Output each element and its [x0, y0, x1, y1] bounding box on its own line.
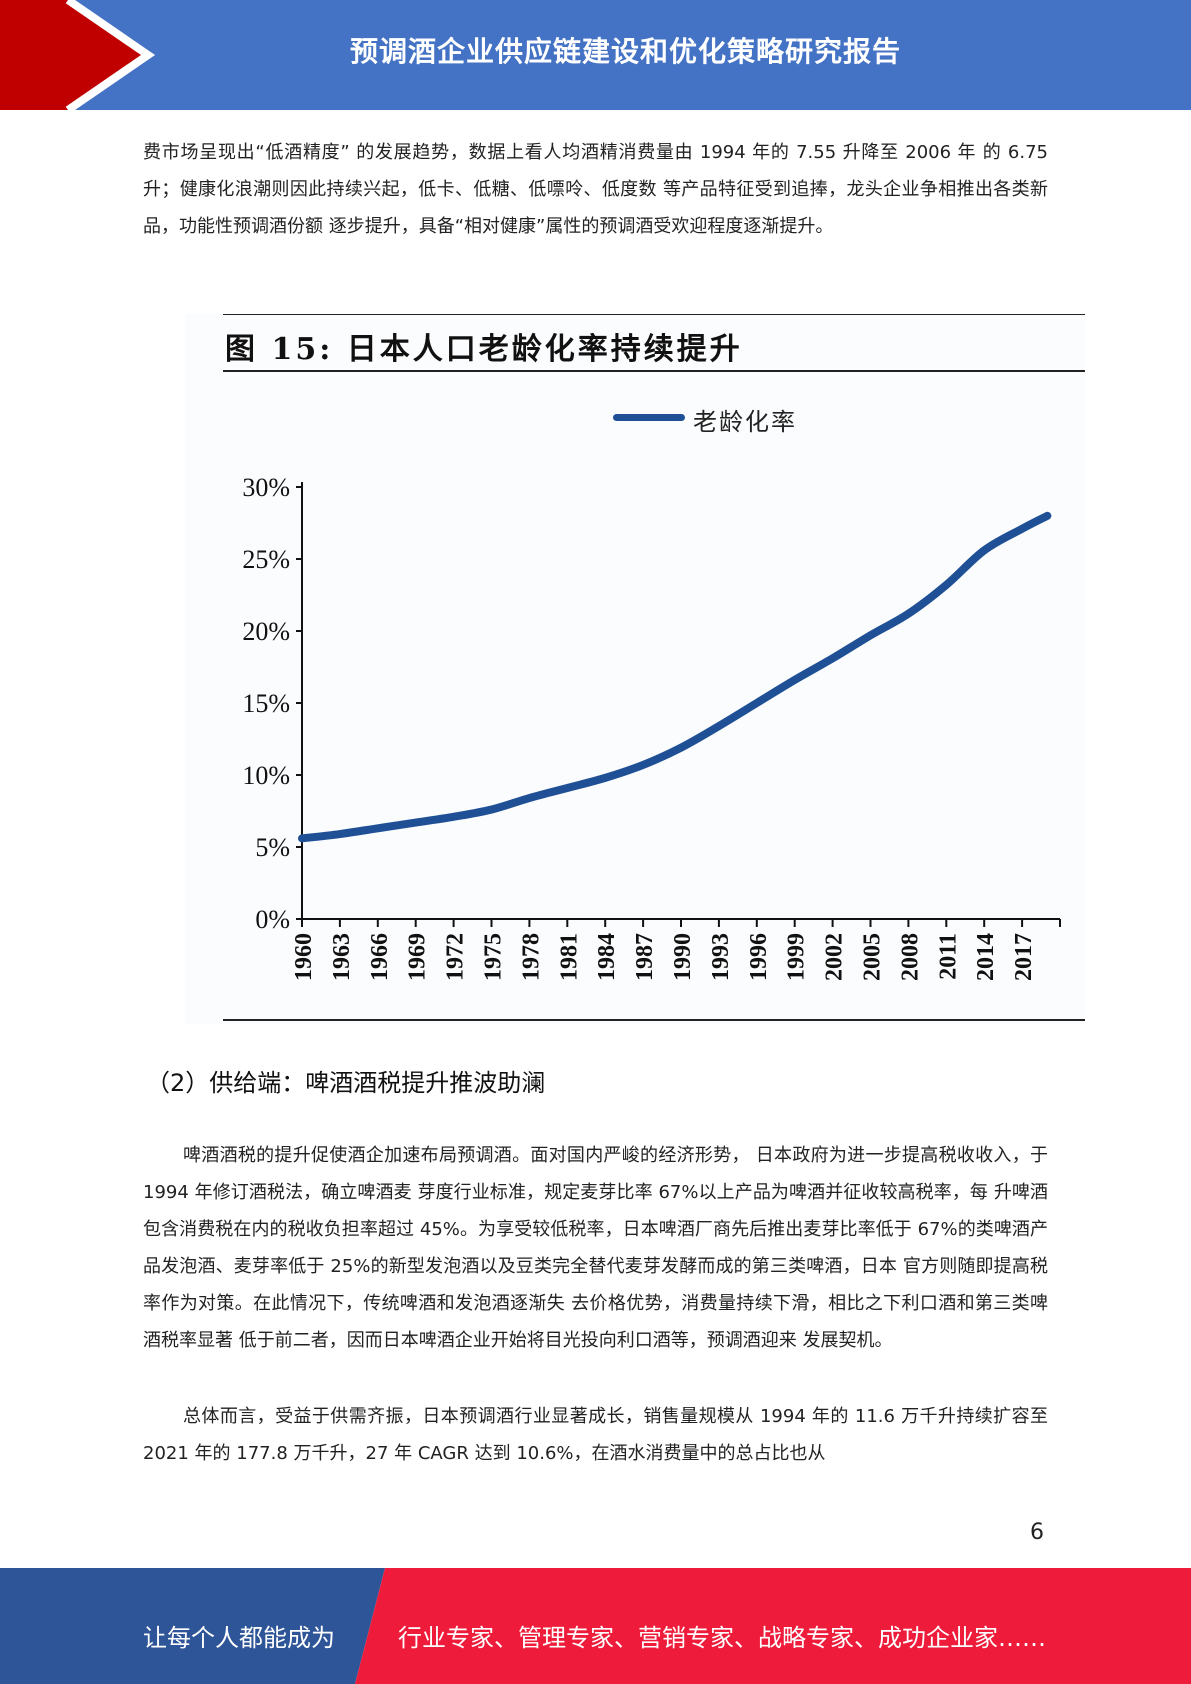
figure-title-rule — [223, 370, 1085, 372]
x-tick-label: 1990 — [670, 933, 696, 981]
x-tick-label: 2008 — [897, 933, 923, 981]
x-tick-label: 1960 — [291, 933, 317, 981]
page-footer: 让每个人都能成为 行业专家、管理专家、营销专家、战略专家、成功企业家…… — [0, 1568, 1191, 1684]
x-tick-label: 1987 — [632, 933, 658, 981]
x-tick-label: 1966 — [367, 933, 393, 981]
summary-paragraph: 总体而言，受益于供需齐振，日本预调酒行业显著成长，销售量规模从 1994 年的 … — [143, 1406, 1048, 1464]
x-tick-label: 1972 — [443, 933, 469, 981]
footer-slogan-left: 让每个人都能成为 — [143, 1624, 335, 1652]
aging-rate-chart: 0% 5% 10% 15% 20% 25% 30% 1960 1963 1966 1969 1972 1… — [242, 473, 1061, 981]
legend-swatch — [613, 414, 685, 421]
y-tick-label: 25% — [242, 545, 290, 574]
x-tick-label: 1978 — [518, 933, 544, 981]
x-tick-label: 1996 — [746, 933, 772, 981]
intro-paragraph: 费市场呈现出“低酒精度” 的发展趋势，数据上看人均酒精消费量由 1994 年的 … — [143, 142, 1048, 237]
figure-top-rule — [223, 314, 1085, 315]
section-heading-supply: （2）供给端：啤酒酒税提升推波助澜 — [146, 1069, 546, 1097]
x-tick-label: 2005 — [860, 933, 886, 981]
x-tick-label: 2011 — [935, 933, 961, 980]
footer-slogan-right: 行业专家、管理专家、营销专家、战略专家、成功企业家…… — [398, 1624, 1046, 1652]
x-tick-label: 1975 — [481, 933, 507, 981]
x-tick-label: 1993 — [708, 933, 734, 981]
header-background — [0, 0, 1191, 110]
x-tick-label: 1981 — [556, 933, 582, 981]
x-tick-label: 1999 — [784, 933, 810, 981]
y-tick-label: 0% — [255, 905, 290, 934]
y-tick-label: 20% — [242, 617, 290, 646]
footer-background — [0, 1568, 1191, 1684]
x-tick-label: 2002 — [822, 933, 848, 981]
page-header: 预调酒企业供应链建设和优化策略研究报告 — [0, 0, 1191, 110]
header-arrow-decoration — [0, 0, 156, 110]
y-tick-label: 5% — [255, 833, 290, 862]
x-tick-label: 1984 — [594, 933, 620, 981]
document-title: 预调酒企业供应链建设和优化策略研究报告 — [349, 35, 901, 68]
beer-tax-paragraph: 啤酒酒税的提升促使酒企加速布局预调酒。面对国内严峻的经济形势， 日本政府为进一步… — [143, 1145, 1048, 1351]
y-tick-label: 15% — [242, 689, 290, 718]
page-number: 6 — [1030, 1520, 1044, 1545]
legend-label: 老龄化率 — [693, 408, 797, 436]
x-tick-label: 1969 — [405, 933, 431, 981]
figure-15: 图 15: 日本人口老龄化率持续提升 老龄化率 0% 5% 10% 15% 20% 25%… — [185, 314, 1085, 1024]
series-line-aging-rate — [298, 511, 1052, 843]
figure-bottom-rule — [223, 1019, 1085, 1021]
x-tick-label: 1963 — [329, 933, 355, 981]
figure-title: 图 15: 日本人口老龄化率持续提升 — [225, 332, 743, 367]
y-tick-label: 30% — [242, 473, 290, 502]
x-tick-label: 2014 — [973, 933, 999, 981]
y-tick-label: 10% — [242, 761, 290, 790]
x-tick-label: 2017 — [1011, 933, 1037, 981]
